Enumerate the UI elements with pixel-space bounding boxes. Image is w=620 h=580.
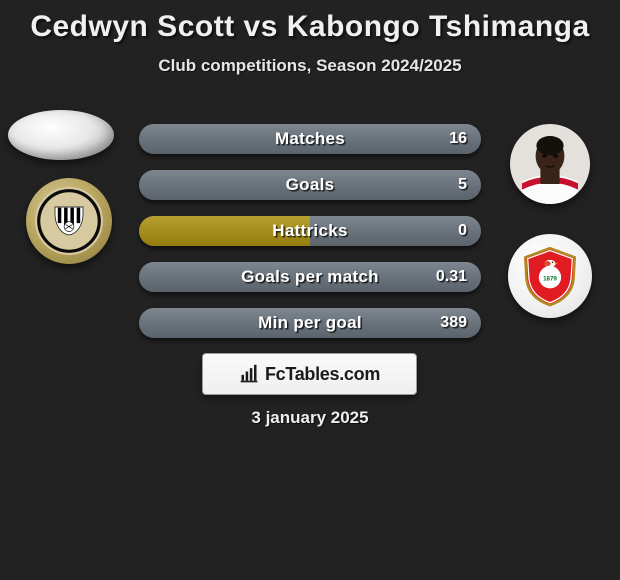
player2-portrait-icon <box>510 124 590 204</box>
subtitle: Club competitions, Season 2024/2025 <box>0 56 620 76</box>
stat-bars: Matches 16 Goals 5 Hattricks 0 Goals per match… <box>139 124 481 354</box>
brand-box[interactable]: FcTables.com <box>202 353 417 395</box>
bar-chart-icon <box>239 364 259 384</box>
stat-value-right: 389 <box>440 314 467 332</box>
stat-row: Min per goal 389 <box>139 308 481 338</box>
stat-row: Goals 5 <box>139 170 481 200</box>
stat-value-right: 0 <box>458 222 467 240</box>
swindon-crest-icon: 1879 <box>519 245 581 307</box>
stat-value-right: 16 <box>449 130 467 148</box>
generated-date: 3 january 2025 <box>0 408 620 428</box>
stat-label: Goals per match <box>241 267 379 287</box>
stat-value-right: 0.31 <box>436 268 467 286</box>
player1-avatar <box>8 110 114 160</box>
brand-text: FcTables.com <box>265 364 380 385</box>
player1-club-crest <box>26 178 112 264</box>
stat-row: Matches 16 <box>139 124 481 154</box>
notts-county-crest-icon <box>34 186 104 256</box>
stat-row: Hattricks 0 <box>139 216 481 246</box>
stat-label: Min per goal <box>258 313 362 333</box>
player2-club-crest: 1879 <box>508 234 592 318</box>
stat-label: Hattricks <box>272 221 347 241</box>
comparison-card: Cedwyn Scott vs Kabongo Tshimanga Club c… <box>0 0 620 580</box>
player2-avatar <box>510 124 590 204</box>
stat-label: Goals <box>286 175 335 195</box>
svg-text:1879: 1879 <box>543 275 557 282</box>
stat-label: Matches <box>275 129 345 149</box>
stat-row: Goals per match 0.31 <box>139 262 481 292</box>
stat-value-right: 5 <box>458 176 467 194</box>
page-title: Cedwyn Scott vs Kabongo Tshimanga <box>0 0 620 44</box>
